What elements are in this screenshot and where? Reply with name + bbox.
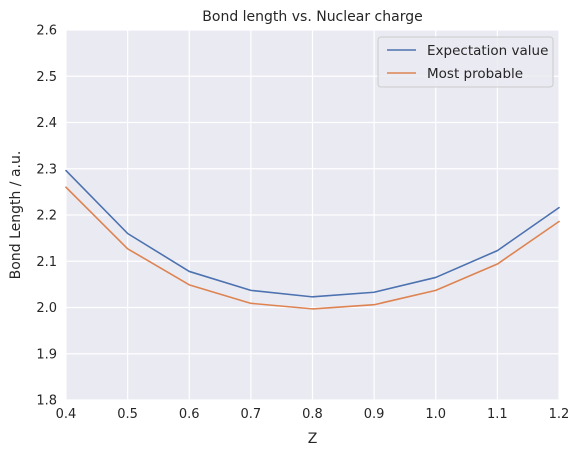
series-line-1 bbox=[65, 169, 560, 298]
x-tick-label: 0.8 bbox=[302, 407, 323, 422]
ticks: 0.4 0.5 0.6 0.7 0.8 0.9 1.0 1.1 1.2 1.8 1.9 2.0 2.1 2… bbox=[36, 24, 569, 423]
y-tick-label: 2.5 bbox=[36, 70, 57, 85]
x-axis-label: Z bbox=[308, 431, 318, 447]
y-tick-label: 2.1 bbox=[36, 255, 57, 270]
y-tick-label: 1.8 bbox=[36, 394, 57, 409]
series-line-2 bbox=[65, 186, 560, 310]
y-axis-label: Bond Length / a.u. bbox=[8, 151, 24, 280]
chart-title: Bond length vs. Nuclear charge bbox=[202, 9, 422, 25]
series-layer bbox=[65, 169, 560, 310]
y-tick-label: 1.9 bbox=[36, 347, 57, 362]
x-tick-label: 1.0 bbox=[425, 407, 446, 422]
x-tick-label: 1.1 bbox=[487, 407, 508, 422]
y-tick-label: 2.0 bbox=[36, 301, 57, 316]
y-tick-label: 2.6 bbox=[36, 24, 57, 39]
grid bbox=[65, 29, 560, 401]
legend-label: Most probable bbox=[427, 66, 523, 82]
x-tick-label: 1.2 bbox=[549, 407, 570, 422]
y-tick-label: 2.2 bbox=[36, 209, 57, 224]
x-tick-label: 0.4 bbox=[56, 407, 77, 422]
legend-label: Expectation value bbox=[427, 43, 548, 59]
y-tick-label: 2.4 bbox=[36, 116, 57, 131]
x-tick-label: 0.7 bbox=[241, 407, 262, 422]
y-tick-label: 2.3 bbox=[36, 162, 57, 177]
x-tick-label: 0.9 bbox=[364, 407, 385, 422]
legend: Expectation value Most probable bbox=[377, 36, 554, 88]
legend-box bbox=[377, 36, 554, 88]
x-tick-label: 0.6 bbox=[179, 407, 200, 422]
x-tick-label: 0.5 bbox=[117, 407, 138, 422]
